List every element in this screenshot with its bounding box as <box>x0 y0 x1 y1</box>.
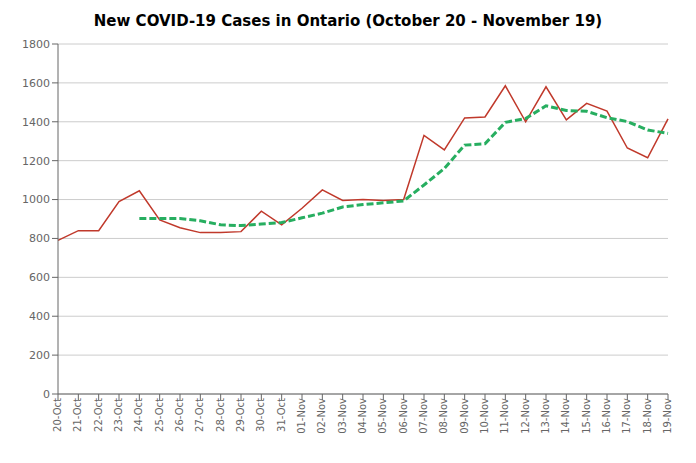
svg-text:1400: 1400 <box>22 116 50 129</box>
svg-text:1800: 1800 <box>22 38 50 51</box>
svg-text:03-Nov: 03-Nov <box>337 398 348 434</box>
svg-text:23-Oct: 23-Oct <box>113 398 124 432</box>
svg-text:30-Oct: 30-Oct <box>255 398 266 432</box>
svg-text:24-Oct: 24-Oct <box>133 398 144 432</box>
svg-text:07-Nov: 07-Nov <box>418 398 429 434</box>
svg-text:06-Nov: 06-Nov <box>398 398 409 434</box>
svg-text:27-Oct: 27-Oct <box>194 398 205 432</box>
svg-text:11-Nov: 11-Nov <box>499 398 510 434</box>
svg-text:17-Nov: 17-Nov <box>621 398 632 434</box>
svg-text:21-Oct: 21-Oct <box>72 398 83 432</box>
svg-text:26-Oct: 26-Oct <box>174 398 185 432</box>
svg-text:25-Oct: 25-Oct <box>154 398 165 432</box>
svg-text:08-Nov: 08-Nov <box>438 398 449 434</box>
svg-text:14-Nov: 14-Nov <box>560 398 571 434</box>
svg-text:31-Oct: 31-Oct <box>276 398 287 432</box>
svg-text:600: 600 <box>29 271 50 284</box>
svg-text:800: 800 <box>29 232 50 245</box>
svg-text:15-Nov: 15-Nov <box>581 398 592 434</box>
html-text:New COVID-19 Cases in Ontario: New COVID-19 Cases in Ontario (October 2… <box>93 12 603 30</box>
svg-text:01-Nov: 01-Nov <box>296 398 307 434</box>
svg-text:22-Oct: 22-Oct <box>93 398 104 432</box>
svg-text:19-Nov: 19-Nov <box>662 398 673 434</box>
svg-text:02-Nov: 02-Nov <box>316 398 327 434</box>
svg-text:04-Nov: 04-Nov <box>357 398 368 434</box>
svg-text:10-Nov: 10-Nov <box>479 398 490 434</box>
svg-text:09-Nov: 09-Nov <box>459 398 470 434</box>
svg-text:200: 200 <box>29 349 50 362</box>
svg-text:20-Oct: 20-Oct <box>52 398 63 432</box>
svg-text:29-Oct: 29-Oct <box>235 398 246 432</box>
svg-text:28-Oct: 28-Oct <box>215 398 226 432</box>
svg-text:1200: 1200 <box>22 155 50 168</box>
svg-text:18-Nov: 18-Nov <box>642 398 653 434</box>
svg-text:05-Nov: 05-Nov <box>377 398 388 434</box>
svg-text:12-Nov: 12-Nov <box>520 398 531 434</box>
svg-text:1600: 1600 <box>22 77 50 90</box>
svg-text:400: 400 <box>29 310 50 323</box>
svg-text:0: 0 <box>43 388 50 401</box>
svg-text:13-Nov: 13-Nov <box>540 398 551 434</box>
svg-text:1000: 1000 <box>22 193 50 206</box>
svg-text:16-Nov: 16-Nov <box>601 398 612 434</box>
